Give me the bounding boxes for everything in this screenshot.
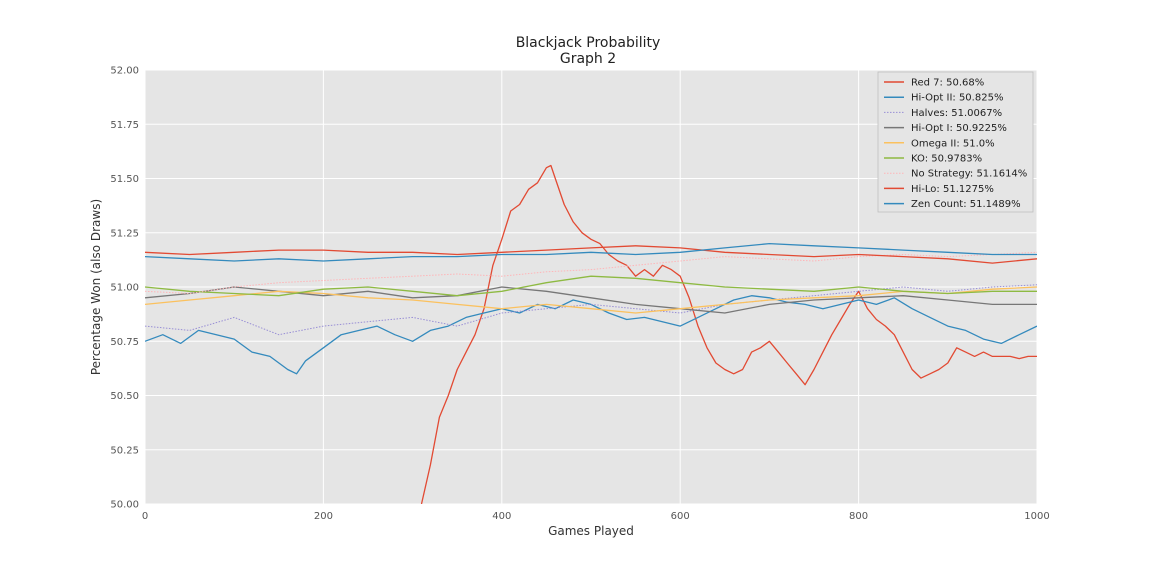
legend-entry: Zen Count: 51.1489% [911, 199, 1021, 210]
legend-entry: Red 7: 50.68% [911, 78, 984, 89]
y-tick-label: 51.75 [110, 120, 139, 131]
legend-entry: Hi-Opt II: 50.825% [911, 93, 1003, 104]
y-tick-label: 50.00 [110, 500, 139, 511]
x-axis-label: Games Played [548, 524, 634, 538]
x-tick-label: 600 [671, 511, 690, 522]
chart-title: Blackjack Probability [516, 35, 661, 51]
series-line-ko [145, 275, 1037, 297]
series-line-omega-ii [145, 286, 1037, 314]
legend-entry: Halves: 51.0067% [911, 108, 1002, 119]
series-line-hi-opt-i [145, 286, 1037, 314]
y-tick-label: 51.25 [110, 228, 139, 239]
series-line-hi-opt-ii [145, 295, 1037, 375]
y-tick-label: 52.00 [110, 66, 139, 77]
series-line-red-7 [420, 164, 1037, 504]
series-line-no-strategy [145, 251, 1037, 294]
x-tick-label: 1000 [1024, 511, 1049, 522]
x-tick-label: 800 [849, 511, 868, 522]
x-tick-label: 200 [314, 511, 333, 522]
series-line-halves [145, 284, 1037, 336]
y-axis-label: Percentage Won (also Draws) [89, 199, 103, 375]
series-layer [145, 164, 1037, 504]
y-tick-label: 50.25 [110, 445, 139, 456]
legend-entry: No Strategy: 51.1614% [911, 169, 1027, 180]
legend-entry: KO: 50.9783% [911, 154, 982, 165]
y-tick-label: 51.50 [110, 174, 139, 185]
series-line-hi-lo [145, 245, 1037, 264]
legend-entry: Omega II: 51.0% [911, 138, 995, 149]
y-tick-label: 51.00 [110, 283, 139, 294]
tick-labels: 0 200 400 600 800 1000 50.00 50.25 50.50 50.75 51.… [110, 66, 1049, 523]
grid [144, 69, 1038, 505]
legend: Red 7: 50.68% Hi-Opt II: 50.825% Halves: 5… [877, 71, 1034, 213]
y-tick-label: 50.75 [110, 337, 139, 348]
x-tick-label: 400 [492, 511, 511, 522]
x-tick-label: 0 [142, 511, 148, 522]
y-tick-label: 50.50 [110, 391, 139, 402]
legend-entry: Hi-Lo: 51.1275% [911, 184, 994, 195]
legend-entry: Hi-Opt I: 50.9225% [911, 123, 1007, 134]
chart-subtitle: Graph 2 [560, 51, 616, 67]
series-line-zen-count [145, 242, 1037, 262]
